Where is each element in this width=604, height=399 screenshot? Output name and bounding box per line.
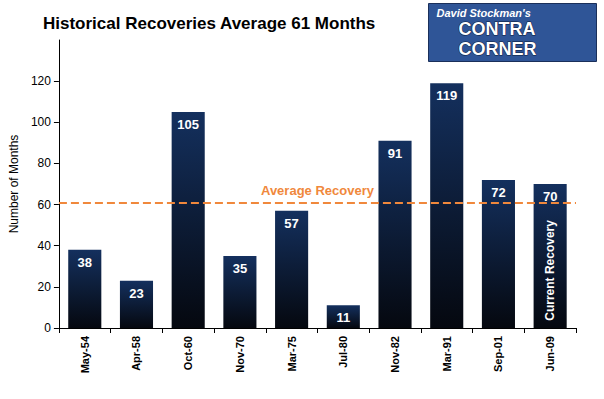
svg-text:120: 120 [31, 74, 51, 88]
svg-text:CORNER: CORNER [459, 39, 537, 59]
svg-text:May-54: May-54 [79, 335, 91, 373]
svg-text:70: 70 [543, 189, 557, 204]
svg-text:100: 100 [31, 115, 51, 129]
svg-text:Apr-58: Apr-58 [130, 336, 142, 371]
svg-text:20: 20 [38, 280, 52, 294]
svg-text:80: 80 [38, 156, 52, 170]
svg-text:11: 11 [336, 310, 350, 325]
svg-text:38: 38 [78, 255, 92, 270]
svg-text:57: 57 [284, 216, 298, 231]
svg-text:105: 105 [177, 117, 199, 132]
svg-text:Mar-91: Mar-91 [441, 336, 453, 371]
svg-text:Average Recovery: Average Recovery [261, 183, 375, 198]
svg-text:Number of Months: Number of Months [7, 135, 21, 234]
svg-text:91: 91 [388, 146, 402, 161]
svg-text:Jul-80: Jul-80 [337, 336, 349, 368]
svg-text:Historical Recoveries Average: Historical Recoveries Average 61 Months [43, 14, 375, 33]
svg-text:72: 72 [491, 185, 505, 200]
svg-text:60: 60 [38, 198, 52, 212]
svg-text:Oct-60: Oct-60 [182, 336, 194, 370]
svg-text:Jun-09: Jun-09 [544, 336, 556, 371]
svg-text:0: 0 [44, 321, 51, 335]
svg-text:Nov-82: Nov-82 [389, 336, 401, 373]
svg-text:David Stockman's: David Stockman's [437, 7, 531, 19]
svg-text:35: 35 [233, 261, 247, 276]
svg-text:Nov-70: Nov-70 [234, 336, 246, 373]
svg-text:Sep-01: Sep-01 [492, 336, 504, 372]
svg-text:23: 23 [129, 286, 143, 301]
svg-text:40: 40 [38, 239, 52, 253]
svg-text:Current Recovery: Current Recovery [543, 220, 557, 321]
svg-text:119: 119 [436, 88, 457, 103]
svg-text:Mar-75: Mar-75 [286, 336, 298, 371]
svg-text:CONTRA: CONTRA [459, 19, 536, 39]
